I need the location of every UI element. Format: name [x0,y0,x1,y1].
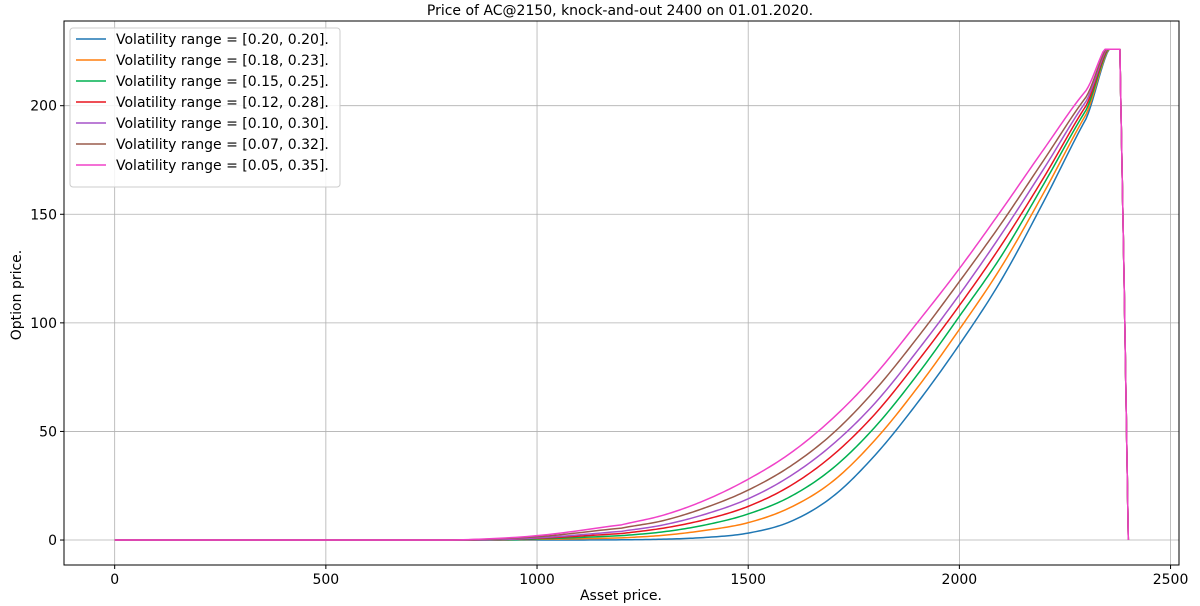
y-tick-label: 200 [30,99,57,115]
y-tick-label: 50 [39,424,57,440]
chart-title: Price of AC@2150, knock-and-out 2400 on … [427,3,813,19]
x-axis-label: Asset price. [580,588,662,604]
x-tick-label: 1000 [519,572,555,588]
x-tick-label: 1500 [730,572,766,588]
legend-entry-label: Volatility range = [0.15, 0.25]. [116,74,329,90]
y-tick-label: 150 [30,207,57,223]
series-line-7 [114,48,1130,541]
series-line-5 [114,48,1130,541]
series-line-1 [114,48,1130,541]
axis-ticks: 0 500 1000 1500 2000 2500 0 50 100 150 200 [30,99,1188,588]
series-line-3 [114,48,1130,541]
x-tick-label: 2000 [942,572,978,588]
series-line-2 [114,48,1130,541]
legend-entry-label: Volatility range = [0.10, 0.30]. [116,116,329,132]
x-tick-label: 2500 [1153,572,1189,588]
y-tick-label: 0 [48,533,57,549]
legend-entry-label: Volatility range = [0.05, 0.35]. [116,158,329,174]
y-tick-label: 100 [30,316,57,332]
legend-entry-label: Volatility range = [0.07, 0.32]. [116,137,329,153]
x-tick-label: 0 [110,572,119,588]
series-lines [114,48,1130,541]
legend-entry-label: Volatility range = [0.12, 0.28]. [116,95,329,111]
legend-entry-label: Volatility range = [0.20, 0.20]. [116,32,329,48]
series-line-6 [114,48,1130,541]
plot-area-frame [63,20,1180,566]
y-axis-label: Option price. [9,250,25,340]
legend-entry-label: Volatility range = [0.18, 0.23]. [116,53,329,69]
legend: Volatility range = [0.20, 0.20]. Volatili… [69,27,341,188]
series-line-4 [114,48,1130,541]
legend-frame [69,27,341,188]
x-tick-label: 500 [312,572,339,588]
